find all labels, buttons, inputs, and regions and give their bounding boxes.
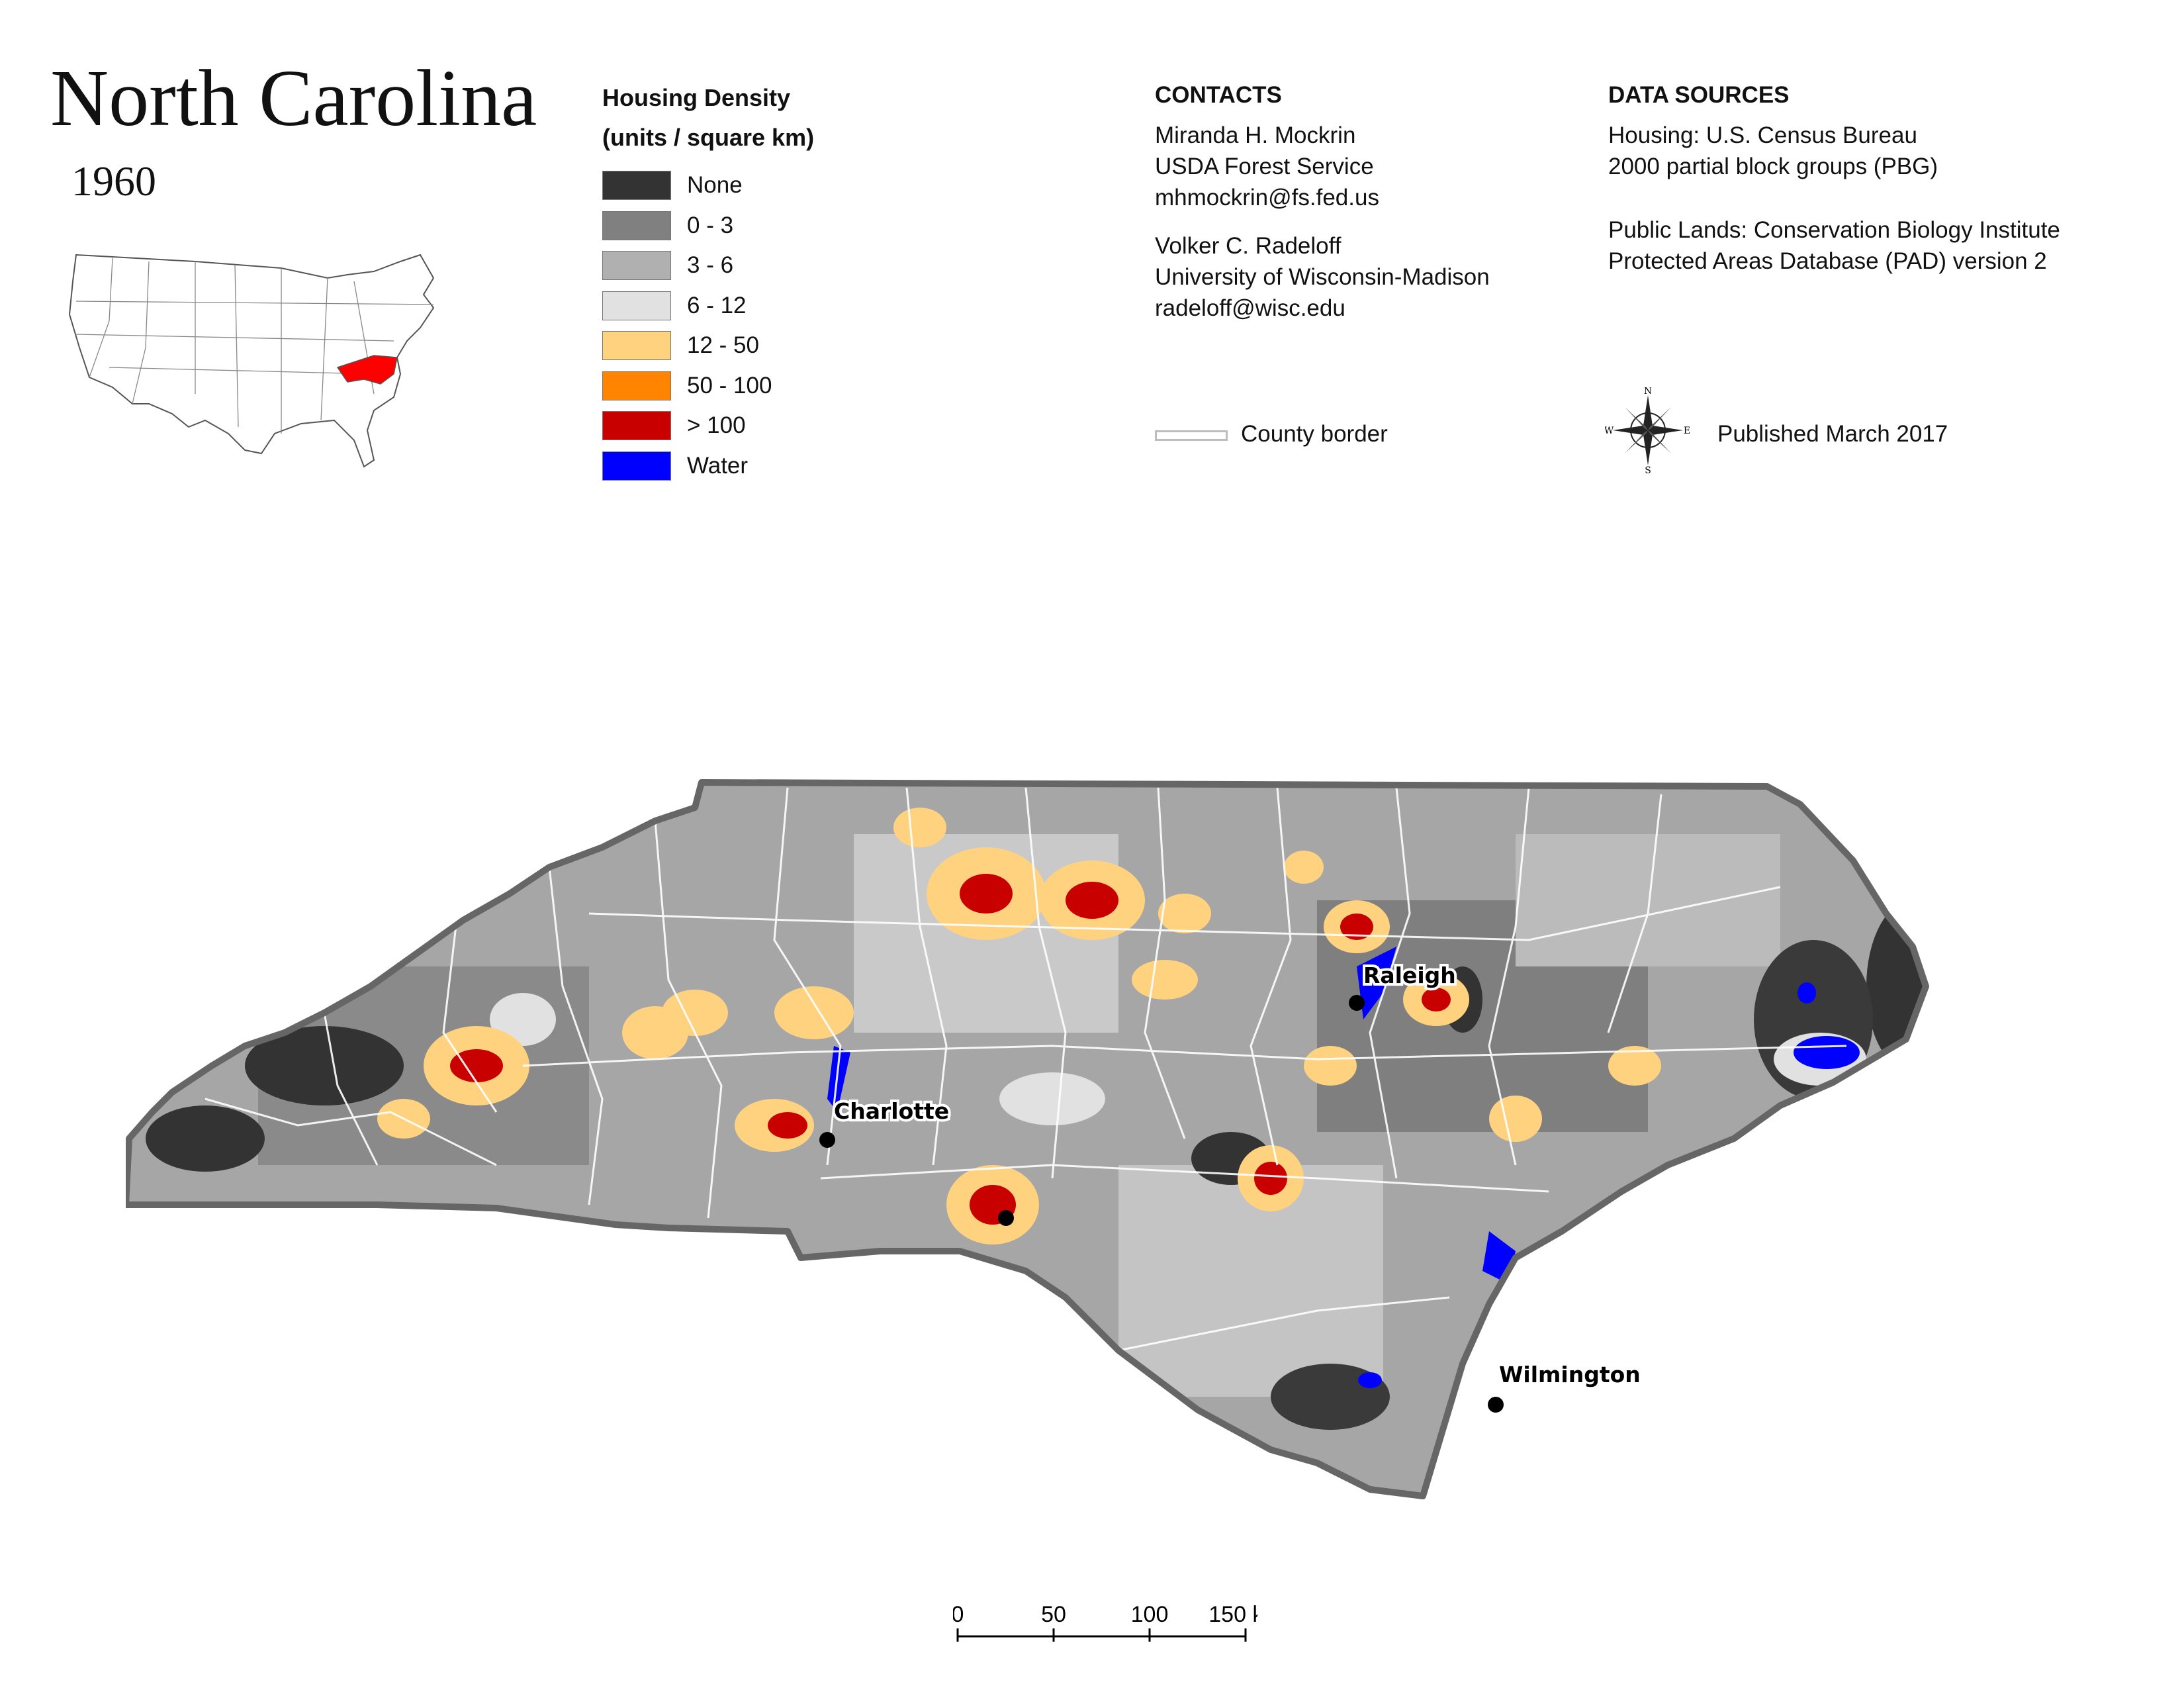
legend-swatch (602, 331, 671, 361)
north-carolina-map: Raleigh Charlotte Wilmington (126, 779, 1929, 1499)
contact-org: University of Wisconsin-Madison (1155, 264, 1490, 290)
contact-name: Miranda H. Mockrin (1155, 122, 1356, 148)
legend-label: > 100 (687, 412, 746, 439)
scale-bar: 0 50 100 150 km (953, 1602, 1257, 1642)
legend-title: Housing Density (units / square km) (602, 78, 814, 158)
contacts-heading: CONTACTS (1155, 82, 1282, 108)
compass-s: S (1645, 465, 1651, 473)
legend-title-line1: Housing Density (602, 84, 791, 111)
published-date: Published March 2017 (1717, 421, 1948, 447)
state-outline (126, 779, 1929, 1499)
city-marker-charlotte (819, 1132, 835, 1148)
legend-label: 0 - 3 (687, 212, 734, 238)
data-sources-heading: DATA SOURCES (1608, 82, 1790, 108)
city-marker-wilmington (1488, 1397, 1504, 1413)
scale-tick-label: 150 km (1208, 1602, 1257, 1627)
legend-item: > 100 (602, 406, 772, 446)
legend-item: Water (602, 446, 772, 487)
legend-item: 12 - 50 (602, 326, 772, 366)
legend-swatch (602, 291, 671, 320)
data-source-housing: Housing: U.S. Census Bureau 2000 partial… (1608, 120, 1938, 182)
scale-line (956, 1628, 1247, 1642)
data-source-line: Housing: U.S. Census Bureau (1608, 122, 1917, 148)
city-label-raleigh: Raleigh (1363, 962, 1456, 988)
contact-org: USDA Forest Service (1155, 154, 1374, 179)
compass-w: W (1605, 426, 1614, 436)
legend-label: None (687, 172, 743, 199)
city-marker-raleigh (1349, 995, 1365, 1011)
legend-item: 0 - 3 (602, 206, 772, 246)
county-border-swatch (1155, 430, 1228, 441)
map-title: North Carolina (50, 54, 537, 143)
city-label-charlotte: Charlotte (834, 1098, 949, 1124)
density-patches (126, 782, 1926, 1496)
contact-email[interactable]: radeloff@wisc.edu (1155, 295, 1345, 321)
scale-tick-label: 100 (1131, 1602, 1169, 1627)
contact-miranda: Miranda H. Mockrin USDA Forest Service m… (1155, 120, 1379, 213)
legend-swatch (602, 171, 671, 201)
legend-swatch (602, 371, 671, 400)
data-source-lands: Public Lands: Conservation Biology Insti… (1608, 214, 2060, 277)
legend-title-line2: (units / square km) (602, 124, 815, 151)
legend-item: None (602, 165, 772, 206)
compass-n: N (1644, 387, 1652, 397)
legend-item: 6 - 12 (602, 286, 772, 326)
data-source-line: 2000 partial block groups (PBG) (1608, 154, 1938, 179)
county-borders (205, 787, 1847, 1352)
scale-tick-label: 50 (1041, 1602, 1066, 1627)
legend-list: None 0 - 3 3 - 6 6 - 12 12 - 50 50 - 100… (602, 165, 772, 486)
county-border-label: County border (1241, 421, 1388, 447)
data-source-line: Public Lands: Conservation Biology Insti… (1608, 217, 2060, 243)
legend-item: 50 - 100 (602, 366, 772, 406)
legend-swatch (602, 411, 671, 441)
legend-label: 12 - 50 (687, 332, 759, 359)
legend-label: Water (687, 452, 749, 479)
legend-swatch (602, 251, 671, 281)
data-source-line: Protected Areas Database (PAD) version 2 (1608, 248, 2047, 274)
legend-item: 3 - 6 (602, 246, 772, 286)
legend-swatch (602, 211, 671, 240)
contact-email[interactable]: mhmockrin@fs.fed.us (1155, 185, 1379, 211)
legend-label: 6 - 12 (687, 292, 747, 318)
city-label-wilmington: Wilmington (1499, 1362, 1641, 1387)
legend-label: 50 - 100 (687, 372, 772, 399)
legend-label: 3 - 6 (687, 252, 734, 279)
state-lines (75, 258, 434, 434)
map-year: 1960 (71, 158, 156, 205)
usa-outline (68, 254, 435, 468)
compass-rose-icon: N S E W (1605, 387, 1690, 473)
legend-swatch (602, 451, 671, 481)
contact-volker: Volker C. Radeloff University of Wiscons… (1155, 230, 1490, 324)
compass-e: E (1684, 426, 1690, 436)
north-carolina-highlight (336, 355, 398, 385)
scale-tick-label: 0 (953, 1602, 964, 1627)
contact-name: Volker C. Radeloff (1155, 233, 1342, 259)
usa-locator-map (68, 254, 435, 468)
